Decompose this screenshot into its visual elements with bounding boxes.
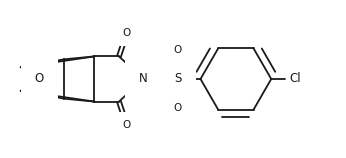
Text: S: S (174, 73, 182, 85)
Text: O: O (35, 73, 44, 85)
Text: O: O (123, 28, 131, 38)
Text: O: O (123, 120, 131, 130)
Text: N: N (139, 73, 148, 85)
Text: O: O (174, 45, 182, 55)
Text: Cl: Cl (289, 73, 301, 85)
Text: O: O (174, 103, 182, 113)
